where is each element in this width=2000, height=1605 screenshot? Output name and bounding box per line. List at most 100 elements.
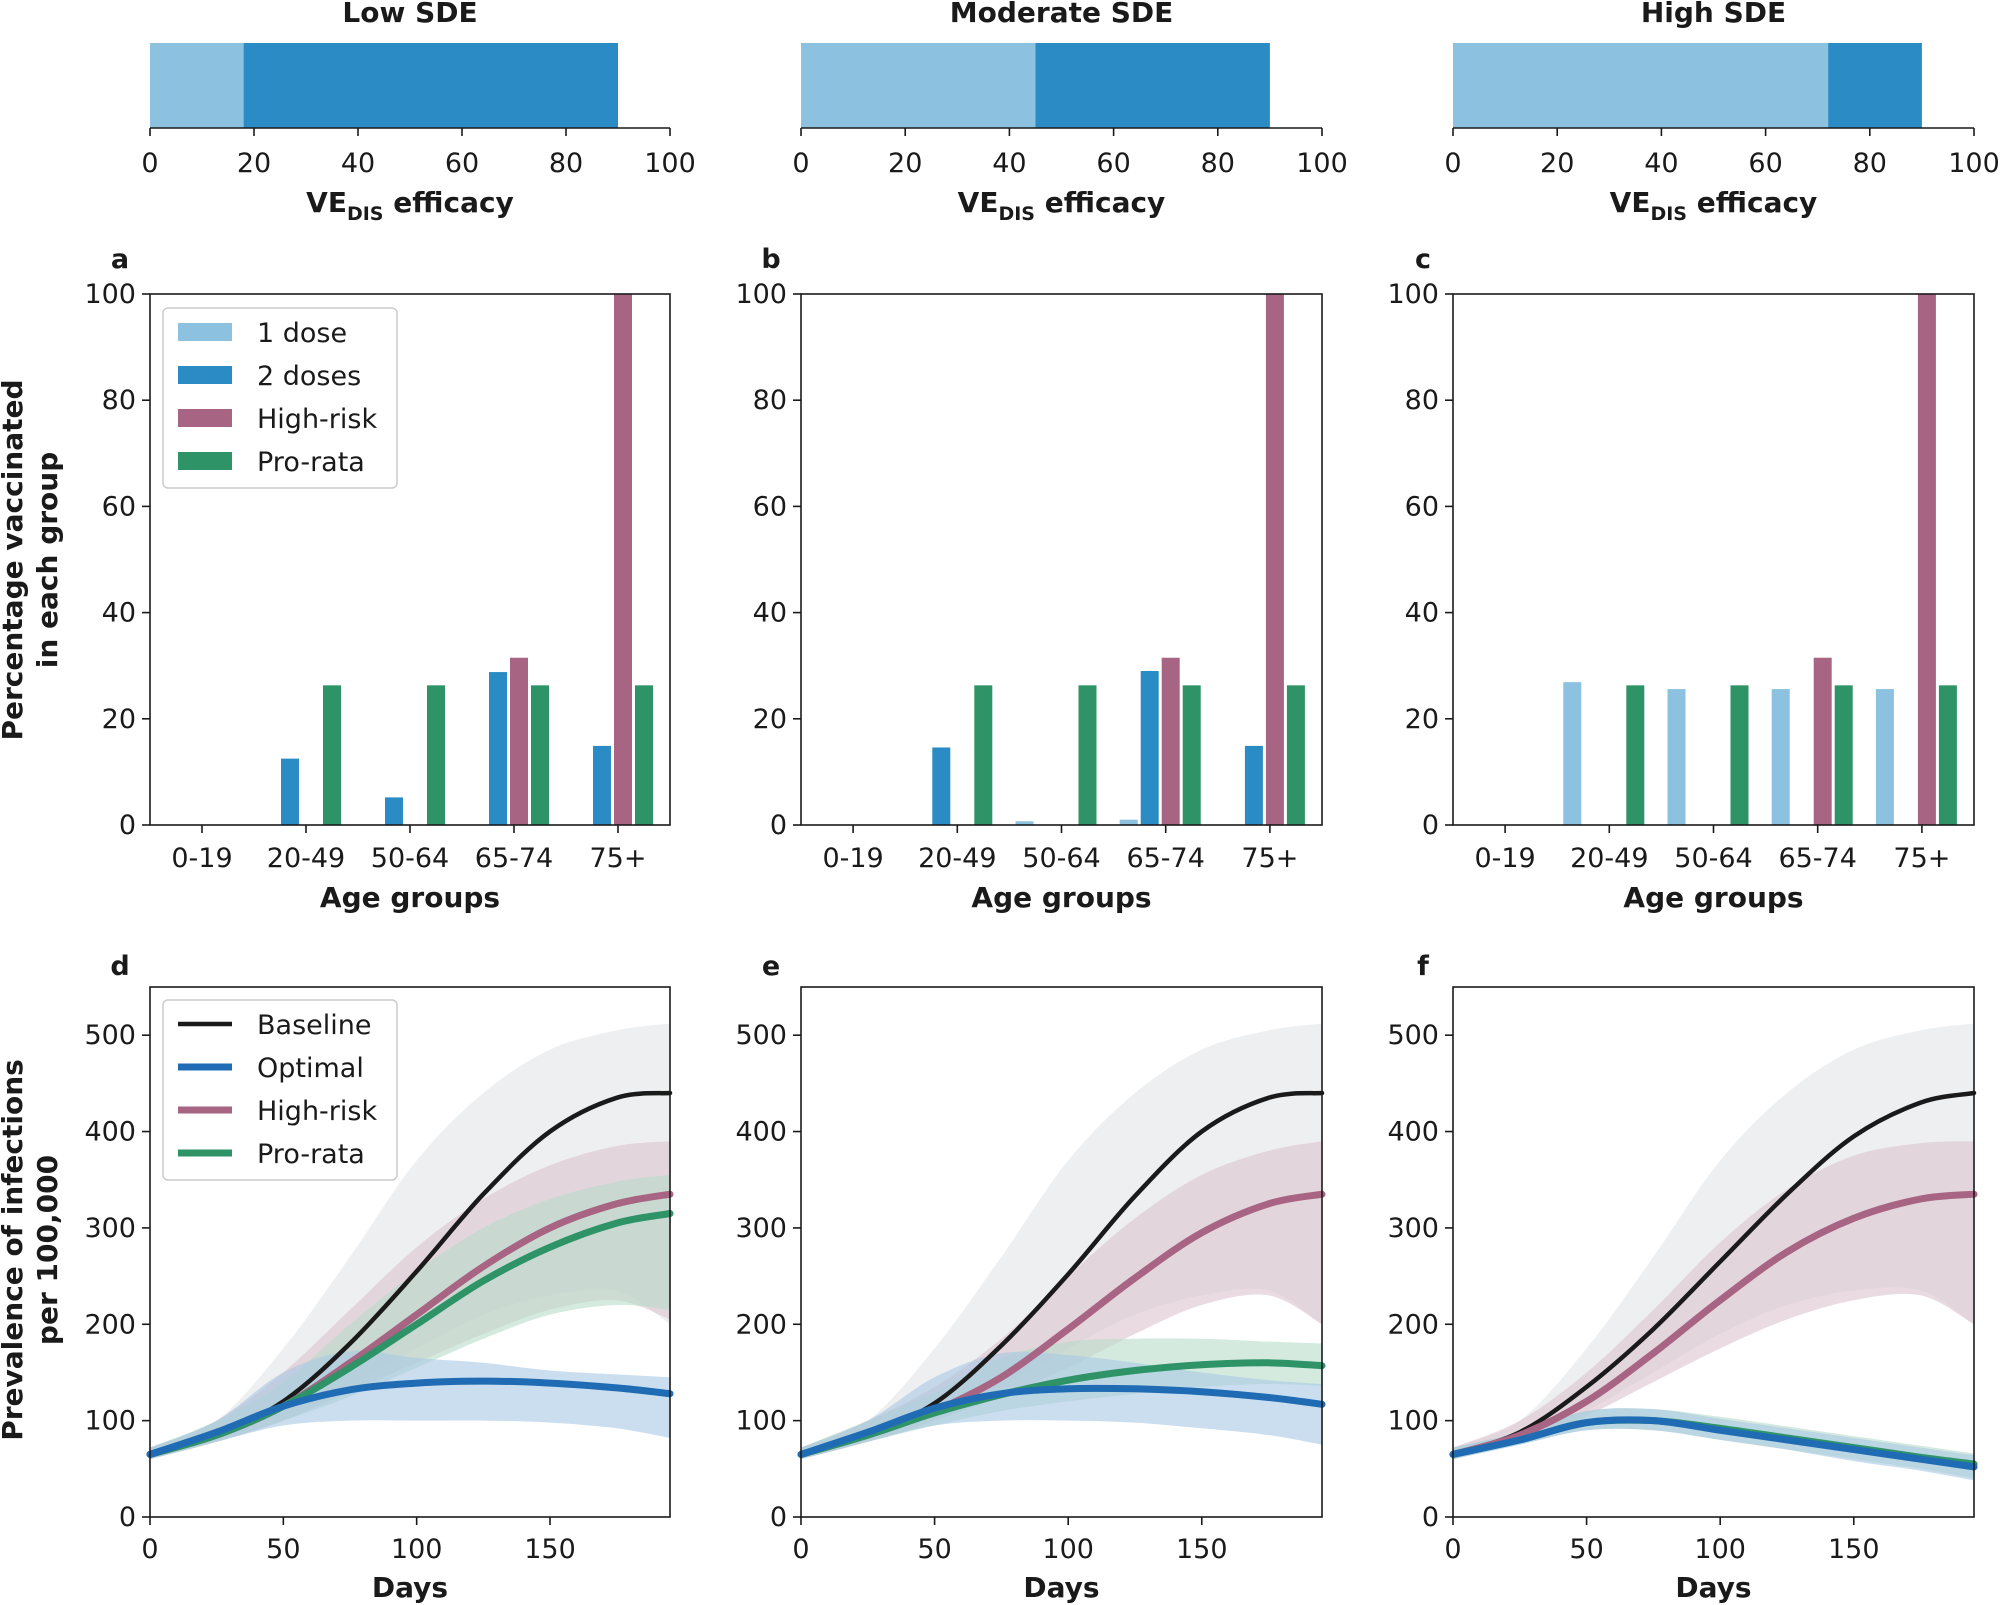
bar-high-risk — [614, 294, 632, 825]
legend-swatch — [178, 366, 232, 384]
y-tick-label: 500 — [1387, 1020, 1439, 1051]
y-tick-label: 200 — [735, 1309, 787, 1340]
bar-panel-a: 0 20 40 60 80 100 0-19 20-49 50-64 65-74 75+ Age gr… — [84, 244, 671, 914]
baseline-confidence-band — [801, 1023, 1322, 1460]
bar-1-dose — [1015, 821, 1034, 825]
y-tick-label: 0 — [770, 810, 787, 841]
x-tick-label: 20-49 — [1570, 843, 1648, 874]
xlabel-subscript: DIS — [1650, 203, 1687, 225]
x-axis-label: VEDIS efficacy — [306, 186, 514, 225]
x-tick-label: 0-19 — [822, 843, 883, 874]
bar-pro-rata — [323, 685, 341, 825]
x-tick-label: 0 — [141, 148, 158, 179]
bar-2-doses — [489, 672, 507, 825]
y-tick-label: 400 — [84, 1117, 136, 1148]
x-tick-label: 0-19 — [171, 843, 232, 874]
x-tick-label: 50-64 — [371, 843, 449, 874]
plot-frame — [800, 293, 1323, 826]
x-tick-label: 60 — [1096, 148, 1130, 179]
y-tick-label: 0 — [1422, 810, 1439, 841]
x-tick-label: 60 — [1748, 148, 1782, 179]
y-tick-label: 20 — [102, 704, 136, 735]
efficacy-title: Moderate SDE — [950, 0, 1174, 29]
x-tick-label: 100 — [1296, 148, 1348, 179]
two-doses-efficacy-bar — [1035, 43, 1270, 128]
x-tick-label: 100 — [1042, 1534, 1094, 1565]
bar-pro-rata — [635, 685, 653, 825]
y-tick-label: 0 — [770, 1502, 787, 1533]
x-tick-label: 75+ — [1241, 843, 1298, 874]
bar-high-risk — [1917, 294, 1936, 825]
y-tick-label: 100 — [84, 279, 136, 310]
x-tick-label: 0 — [792, 1534, 809, 1565]
y-tick-label: 0 — [1422, 1502, 1439, 1533]
plot-frame — [1452, 986, 1975, 1518]
x-tick-label: 75+ — [1893, 843, 1950, 874]
x-tick-label: 80 — [1201, 148, 1235, 179]
bar-1-dose — [1875, 689, 1894, 825]
x-axis-label: Age groups — [971, 881, 1151, 914]
panel-label: b — [761, 244, 780, 275]
x-tick-label: 20 — [237, 148, 271, 179]
y-tick-label: 100 — [84, 1406, 136, 1437]
bar-panel-b: 0 20 40 60 80 100 0-19 20-49 50-64 65-74 75+ Age gr… — [735, 244, 1323, 914]
y-tick-label: 20 — [1405, 704, 1439, 735]
bar-1-dose — [1667, 689, 1686, 825]
x-tick-label: 20-49 — [918, 843, 996, 874]
panel-label: d — [110, 951, 129, 982]
x-tick-label: 40 — [1644, 148, 1678, 179]
y-tick-label: 80 — [102, 385, 136, 416]
plot-frame — [149, 986, 671, 1518]
x-tick-label: 0 — [141, 1534, 158, 1565]
x-tick-label: 50 — [1569, 1534, 1603, 1565]
y-tick-label: 100 — [735, 279, 787, 310]
bar-1-dose — [1563, 682, 1582, 825]
bar-pro-rata — [1938, 685, 1957, 825]
bar-2-doses — [1140, 671, 1159, 825]
x-tick-label: 0 — [1444, 1534, 1461, 1565]
y-tick-label: 500 — [735, 1020, 787, 1051]
high-risk-line — [1449, 1190, 1978, 1458]
x-tick-label: 100 — [1948, 148, 2000, 179]
x-tick-label: 150 — [1828, 1534, 1880, 1565]
y-tick-label: 80 — [1405, 385, 1439, 416]
x-tick-label: 100 — [1694, 1534, 1746, 1565]
bar-pro-rata — [427, 685, 445, 825]
xlabel-rest: efficacy — [1687, 186, 1817, 219]
bar-high-risk — [1265, 294, 1284, 825]
x-tick-label: 20-49 — [267, 843, 345, 874]
bar-pro-rata — [1182, 685, 1201, 825]
one-dose-efficacy-bar — [801, 43, 1036, 128]
y-tick-label: 60 — [753, 491, 787, 522]
xlabel-subscript: DIS — [998, 203, 1035, 225]
x-tick-label: 0 — [1444, 148, 1461, 179]
legend-box — [162, 307, 398, 489]
y-tick-label: 20 — [753, 704, 787, 735]
y-tick-label: 0 — [119, 810, 136, 841]
x-tick-label: 50-64 — [1674, 843, 1752, 874]
x-axis-label: Days — [1675, 1571, 1751, 1604]
y-tick-label: 60 — [1405, 491, 1439, 522]
xlabel-subscript: DIS — [347, 203, 384, 225]
legend-label: Optimal — [257, 1053, 364, 1084]
x-tick-label: 40 — [992, 148, 1026, 179]
baseline-confidence-band — [150, 1023, 670, 1460]
x-axis-label: Age groups — [320, 881, 500, 914]
x-tick-label: 0-19 — [1474, 843, 1535, 874]
x-tick-label: 100 — [644, 148, 696, 179]
x-axis-label: Days — [1023, 1571, 1099, 1604]
high-risk-confidence-band — [801, 1141, 1322, 1460]
y-tick-label: 300 — [1387, 1213, 1439, 1244]
x-tick-label: 20 — [888, 148, 922, 179]
x-tick-label: 40 — [341, 148, 375, 179]
y-tick-label: 60 — [102, 491, 136, 522]
optimal-line — [1449, 1416, 1978, 1471]
xlabel-rest: efficacy — [1035, 186, 1165, 219]
x-tick-label: 50 — [266, 1534, 300, 1565]
x-tick-label: 65-74 — [1778, 843, 1856, 874]
line-panel-f: 0 100 200 300 400 500 0 50 100 150 Days f — [1387, 951, 1978, 1604]
two-doses-efficacy-bar — [243, 43, 618, 128]
line-panel-d: 0 100 200 300 400 500 0 50 100 150 Days d — [84, 951, 674, 1604]
legend-swatch — [178, 323, 232, 341]
